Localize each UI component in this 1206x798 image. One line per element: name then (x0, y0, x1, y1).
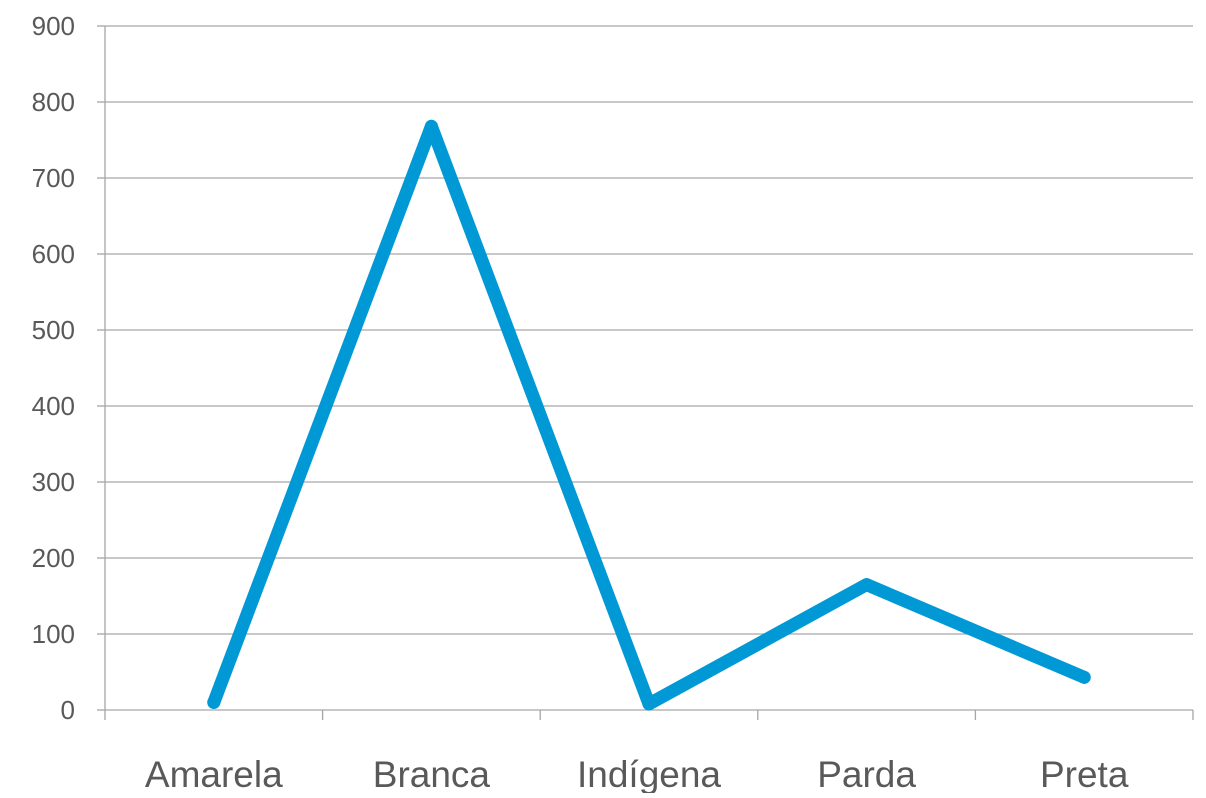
x-tick-label: Branca (373, 754, 491, 793)
y-tick-label: 500 (32, 315, 75, 345)
y-tick-label: 100 (32, 619, 75, 649)
y-tick-label: 400 (32, 391, 75, 421)
data-point (1077, 670, 1091, 684)
data-point (207, 695, 221, 709)
x-tick-label: Parda (817, 754, 916, 793)
y-tick-label: 300 (32, 467, 75, 497)
y-axis-ticks: 0 100 200 300 400 500 600 700 800 900 (32, 11, 75, 725)
y-tick-label: 600 (32, 239, 75, 269)
series-layer (207, 119, 1091, 711)
y-tick-label: 700 (32, 163, 75, 193)
x-tick-label: Amarela (145, 754, 283, 793)
y-tick-label: 900 (32, 11, 75, 41)
x-tick-label: Indígena (577, 754, 721, 793)
y-tick-label: 0 (61, 695, 75, 725)
axes (97, 25, 1194, 720)
data-point (424, 119, 438, 133)
gridlines (105, 25, 1193, 635)
y-tick-label: 800 (32, 87, 75, 117)
y-tick-label: 200 (32, 543, 75, 573)
x-tick-label: Preta (1040, 754, 1129, 793)
data-point (860, 578, 874, 592)
series-line (207, 119, 1091, 711)
data-point (642, 697, 656, 711)
x-axis-ticks: Amarela Branca Indígena Parda Preta (145, 754, 1129, 795)
